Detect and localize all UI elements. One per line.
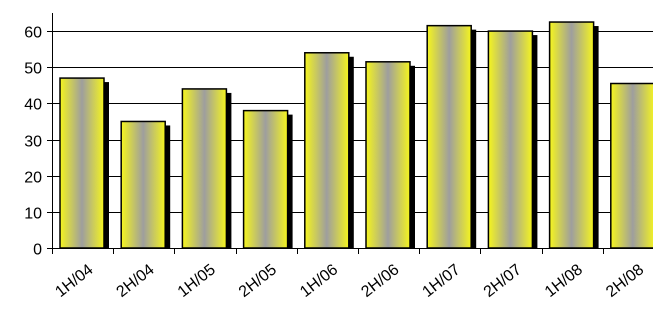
bar: [365, 61, 411, 249]
x-category-label: 2H/05: [236, 261, 280, 301]
bar: [487, 30, 534, 249]
bar: [59, 77, 105, 249]
bar: [548, 21, 595, 249]
bar: [242, 109, 289, 249]
bar: [304, 52, 350, 249]
x-category-label: 1H/04: [52, 261, 96, 301]
y-tick-label: 10: [24, 206, 42, 223]
y-tick-label: 60: [24, 25, 42, 42]
x-category-label: 2H/07: [481, 261, 525, 301]
bar: [120, 120, 166, 249]
axes: [47, 13, 653, 254]
x-category-label: 2H/06: [358, 261, 402, 301]
y-tick-label: 0: [33, 242, 42, 259]
x-category-label: 1H/08: [542, 261, 586, 301]
bar: [426, 24, 472, 249]
y-tick-label: 30: [24, 134, 42, 151]
x-category-label: 2H/08: [603, 261, 647, 301]
bar: [610, 82, 653, 249]
bars: [59, 21, 653, 249]
y-tick-label: 40: [24, 97, 42, 114]
bar: [181, 88, 228, 249]
y-tick-label: 50: [24, 61, 42, 78]
x-category-label: 1H/05: [175, 261, 219, 301]
x-category-label: 2H/04: [114, 261, 158, 301]
x-category-label: 1H/06: [297, 261, 341, 301]
x-category-label: 1H/07: [420, 261, 464, 301]
y-tick-label: 20: [24, 170, 42, 187]
